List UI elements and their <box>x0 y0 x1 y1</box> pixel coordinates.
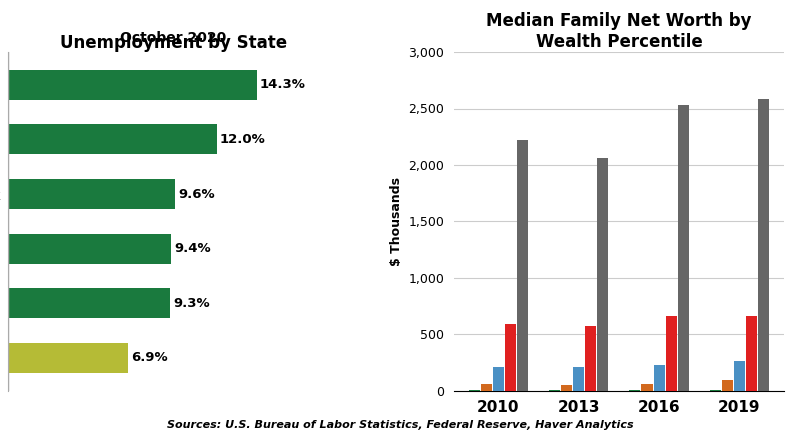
Bar <box>586 326 596 391</box>
Bar <box>469 390 480 391</box>
Text: 9.3%: 9.3% <box>173 297 210 310</box>
Bar <box>481 385 492 391</box>
Bar <box>493 368 504 391</box>
Bar <box>710 390 721 391</box>
Bar <box>8 343 128 373</box>
Bar <box>666 316 677 391</box>
Bar <box>8 70 257 100</box>
Bar <box>549 390 560 391</box>
Text: 12.0%: 12.0% <box>220 133 266 146</box>
Title: Median Family Net Worth by
Wealth Percentile: Median Family Net Worth by Wealth Percen… <box>486 12 752 50</box>
Bar <box>8 233 171 263</box>
Bar <box>642 384 653 391</box>
Bar <box>678 105 689 391</box>
Bar <box>758 99 769 391</box>
Bar <box>573 367 584 391</box>
Title: Unemployment by State: Unemployment by State <box>59 34 286 52</box>
Bar <box>734 361 745 391</box>
Bar <box>654 365 665 391</box>
Text: October 2020: October 2020 <box>120 31 226 45</box>
Text: 14.3%: 14.3% <box>260 79 306 91</box>
Y-axis label: $ Thousands: $ Thousands <box>390 177 402 266</box>
Bar <box>517 140 528 391</box>
Text: 6.9%: 6.9% <box>131 352 168 364</box>
Bar <box>746 316 757 391</box>
Text: Sources: U.S. Bureau of Labor Statistics, Federal Reserve, Haver Analytics: Sources: U.S. Bureau of Labor Statistics… <box>166 420 634 430</box>
Bar <box>630 390 641 391</box>
Bar <box>8 125 217 155</box>
Bar <box>505 324 516 391</box>
Text: 9.6%: 9.6% <box>178 187 215 201</box>
Bar <box>722 380 733 391</box>
Bar <box>598 158 608 391</box>
Text: 9.4%: 9.4% <box>175 242 211 255</box>
Bar <box>561 385 572 391</box>
Bar <box>8 288 170 318</box>
Bar <box>8 179 175 209</box>
